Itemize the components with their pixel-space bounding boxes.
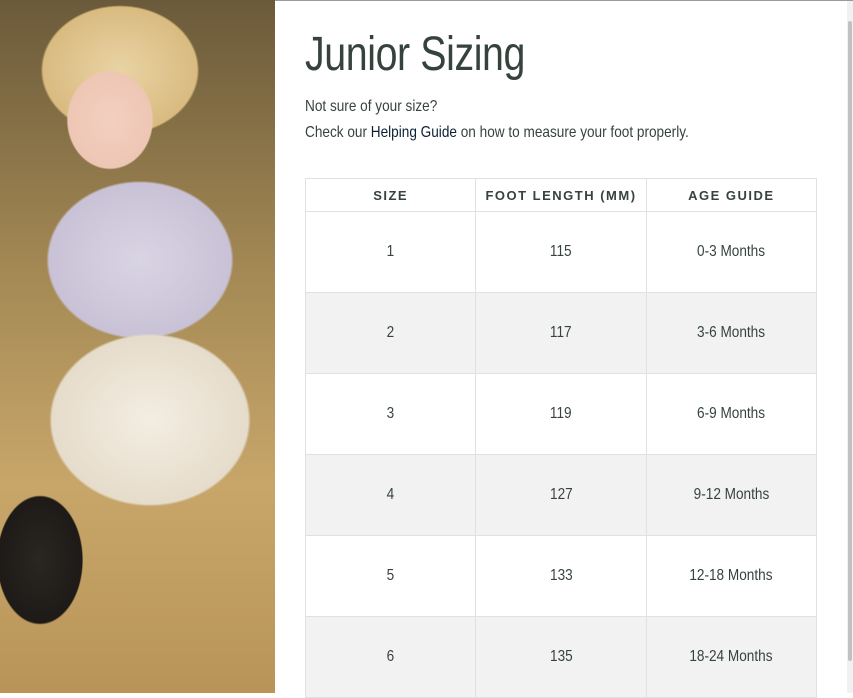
size-table: SIZE FOOT LENGTH (MM) AGE GUIDE 1 115 0-3 …	[304, 178, 818, 698]
table-row: 2 117 3-6 Months	[304, 292, 818, 374]
intro-text: Not sure of your size? Check our Helping…	[305, 94, 689, 146]
cell-text: 117	[550, 324, 572, 341]
cell-age-guide: 3-6 Months	[645, 292, 818, 374]
table-row: 1 115 0-3 Months	[304, 211, 818, 293]
table-header-row: SIZE FOOT LENGTH (MM) AGE GUIDE	[304, 178, 818, 212]
cell-text: 18-24 Months	[689, 648, 773, 665]
table-row: 3 119 6-9 Months	[304, 373, 818, 455]
table-row: 4 127 9-12 Months	[304, 454, 818, 536]
cell-text: 2	[386, 324, 395, 341]
cell-text: 6	[386, 648, 395, 665]
scrollbar-thumb[interactable]	[848, 21, 852, 661]
cell-size: 5	[304, 535, 477, 617]
cell-foot-length: 135	[475, 616, 647, 698]
cell-text: 1	[386, 243, 395, 260]
product-photo-child-with-lamb	[0, 0, 275, 693]
cell-age-guide: 0-3 Months	[645, 211, 818, 293]
cell-size: 4	[304, 454, 477, 536]
column-header-age-guide: AGE GUIDE	[645, 178, 818, 212]
cell-size: 6	[304, 616, 477, 698]
cell-size: 1	[304, 211, 477, 293]
size-guide-panel: Junior Sizing Not sure of your size? Che…	[275, 1, 847, 698]
scrollbar[interactable]	[847, 1, 853, 693]
cell-age-guide: 6-9 Months	[645, 373, 818, 455]
cell-foot-length: 117	[475, 292, 647, 374]
cell-foot-length: 115	[475, 211, 647, 293]
helping-guide-link[interactable]: Helping Guide	[370, 124, 457, 141]
cell-foot-length: 127	[475, 454, 647, 536]
cell-text: 4	[386, 486, 395, 503]
cell-text: 12-18 Months	[689, 567, 773, 584]
cell-foot-length: 133	[475, 535, 647, 617]
cell-text: 115	[550, 243, 572, 260]
cell-text: 3	[386, 405, 395, 422]
intro-suffix: on how to measure your foot properly.	[456, 124, 689, 141]
cell-age-guide: 12-18 Months	[645, 535, 818, 617]
cell-text: 6-9 Months	[697, 405, 766, 422]
table-row: 5 133 12-18 Months	[304, 535, 818, 617]
intro-prefix: Check our	[305, 124, 371, 141]
page-title: Junior Sizing	[305, 28, 526, 81]
cell-text: 9-12 Months	[693, 486, 770, 503]
cell-size: 2	[304, 292, 477, 374]
table-row: 6 135 18-24 Months	[304, 616, 818, 698]
cell-size: 3	[304, 373, 477, 455]
divider	[275, 0, 853, 1]
cell-text: 135	[549, 648, 573, 665]
cell-text: 0-3 Months	[697, 243, 766, 260]
cell-foot-length: 119	[475, 373, 647, 455]
cell-age-guide: 18-24 Months	[645, 616, 818, 698]
cell-age-guide: 9-12 Months	[645, 454, 818, 536]
cell-text: 5	[386, 567, 395, 584]
cell-text: 119	[550, 405, 572, 422]
intro-line-1: Not sure of your size?	[305, 98, 438, 115]
intro-line-2: Check our Helping Guide on how to measur…	[305, 120, 689, 146]
cell-text: 133	[549, 567, 573, 584]
column-header-size: SIZE	[304, 178, 477, 212]
cell-text: 127	[549, 486, 573, 503]
cell-text: 3-6 Months	[697, 324, 766, 341]
column-header-foot-length: FOOT LENGTH (MM)	[475, 178, 647, 212]
